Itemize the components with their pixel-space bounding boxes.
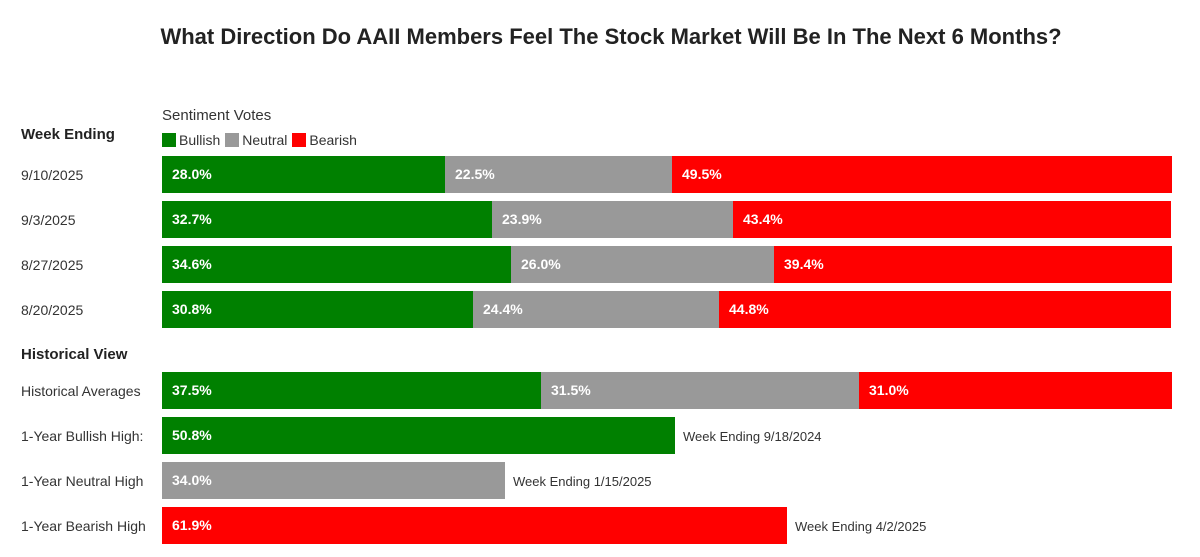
row-label: 1-Year Bullish High: [21,428,144,444]
data-label-bullish: 32.7% [172,211,212,227]
bar-segment-neutral: 24.4% [473,291,719,328]
bar-segment-bullish: 30.8% [162,291,473,328]
bar-row: 32.7% 23.9% 43.4% [162,201,1172,238]
row-label: 1-Year Neutral High [21,473,144,489]
data-label-neutral: 22.5% [455,166,495,182]
bar-segment-bearish: 61.9% [162,507,787,544]
legend-swatch-neutral [225,133,240,147]
data-label-bearish: 49.5% [682,166,722,182]
section-header-historical-view: Historical View [21,346,128,363]
data-label-bearish: 31.0% [869,382,909,398]
data-label-bullish: 28.0% [172,166,212,182]
legend: Bullish Neutral Bearish [162,132,362,148]
legend-label-bearish: Bearish [309,132,357,148]
bar-segment-bullish: 50.8% [162,417,675,454]
legend-item-bullish: Bullish [162,132,220,148]
section-header-week-ending: Week Ending [21,126,115,143]
legend-item-neutral: Neutral [225,132,287,148]
bar-segment-neutral: 31.5% [541,372,859,409]
data-label-neutral: 26.0% [521,256,561,272]
data-label-bearish: 44.8% [729,301,769,317]
data-label-neutral: 34.0% [172,472,212,488]
bar-row: 28.0% 22.5% 49.5% [162,156,1172,193]
row-label: Historical Averages [21,383,141,399]
bar-segment-bearish: 44.8% [719,291,1171,328]
bar-segment-bearish: 31.0% [859,372,1172,409]
data-label-neutral: 31.5% [551,382,591,398]
row-label: 8/27/2025 [21,257,84,273]
data-label-bearish: 61.9% [172,517,212,533]
legend-label-bullish: Bullish [179,132,221,148]
legend-title: Sentiment Votes [162,107,272,124]
legend-swatch-bullish [162,133,176,147]
legend-item-bearish: Bearish [292,132,357,148]
row-label: 8/20/2025 [21,302,84,318]
bar-segment-bearish: 39.4% [774,246,1172,283]
bar-segment-neutral: 34.0% [162,462,505,499]
data-label-bearish: 39.4% [784,256,824,272]
bar-row: 34.0% [162,462,1172,499]
bar-segment-bearish: 43.4% [733,201,1171,238]
bar-row: 50.8% [162,417,1172,454]
bar-segment-bullish: 32.7% [162,201,492,238]
row-label: 9/3/2025 [21,212,76,228]
bar-segment-bullish: 37.5% [162,372,541,409]
row-label: 9/10/2025 [21,167,84,183]
data-label-bullish: 30.8% [172,301,212,317]
data-label-bullish: 50.8% [172,427,212,443]
data-label-bullish: 37.5% [172,382,212,398]
chart-title: What Direction Do AAII Members Feel The … [160,24,1062,49]
bar-segment-bullish: 34.6% [162,246,511,283]
bar-annotation: Week Ending 4/2/2025 [795,519,927,534]
bar-row: 30.8% 24.4% 44.8% [162,291,1172,328]
data-label-bullish: 34.6% [172,256,212,272]
bar-row: 61.9% [162,507,1172,544]
bar-annotation: Week Ending 1/15/2025 [513,474,652,489]
legend-label-neutral: Neutral [242,132,288,148]
legend-swatch-bearish [292,133,307,147]
bar-row: 34.6% 26.0% 39.4% [162,246,1172,283]
bar-row: 37.5% 31.5% 31.0% [162,372,1172,409]
data-label-neutral: 24.4% [483,301,523,317]
bar-segment-bearish: 49.5% [672,156,1172,193]
bar-segment-neutral: 26.0% [511,246,774,283]
bar-annotation: Week Ending 9/18/2024 [683,429,822,444]
data-label-neutral: 23.9% [502,211,542,227]
row-label: 1-Year Bearish High [21,518,146,534]
bar-segment-neutral: 22.5% [445,156,672,193]
bar-segment-neutral: 23.9% [492,201,733,238]
data-label-bearish: 43.4% [743,211,783,227]
bar-segment-bullish: 28.0% [162,156,445,193]
